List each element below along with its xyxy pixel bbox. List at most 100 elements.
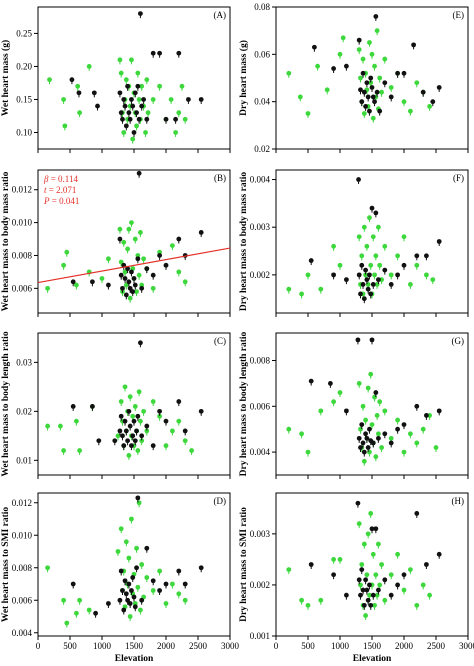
- black-point: [163, 581, 169, 589]
- point-marker: [436, 551, 442, 557]
- point-marker: [132, 282, 138, 288]
- black-point: [368, 291, 374, 299]
- point-marker: [182, 116, 188, 122]
- point-marker: [117, 597, 123, 603]
- point-marker: [176, 50, 182, 56]
- point-marker: [118, 399, 124, 404]
- black-point: [93, 610, 98, 618]
- green-point: [408, 108, 413, 116]
- point-marker: [382, 577, 388, 583]
- green-point: [286, 70, 292, 78]
- black-point: [163, 116, 169, 124]
- point-marker: [122, 418, 128, 424]
- point-marker: [182, 279, 188, 285]
- point-marker: [139, 597, 145, 603]
- black-point: [367, 108, 372, 116]
- x-tick-label: 500: [63, 641, 77, 651]
- point-marker: [198, 230, 204, 235]
- point-marker: [118, 110, 124, 116]
- black-point: [144, 266, 150, 274]
- point-marker: [122, 103, 128, 109]
- point-marker: [364, 80, 370, 86]
- black-point: [363, 577, 368, 585]
- green-point: [379, 562, 384, 569]
- point-marker: [308, 258, 314, 263]
- black-point: [344, 277, 349, 285]
- point-marker: [61, 97, 66, 102]
- green-point: [356, 380, 362, 388]
- black-point: [182, 428, 188, 436]
- y-axis-label: Dry heart mass (g): [238, 40, 249, 116]
- black-point: [139, 433, 145, 441]
- point-marker: [382, 56, 388, 62]
- green-point: [424, 272, 429, 280]
- black-point: [130, 433, 136, 441]
- point-marker: [163, 601, 169, 606]
- green-point: [179, 83, 185, 91]
- point-marker: [136, 170, 142, 176]
- green-point: [376, 224, 381, 232]
- y-tick-label: 0.20: [16, 61, 32, 71]
- green-point: [129, 220, 134, 228]
- black-point: [131, 594, 137, 602]
- black-point: [414, 253, 420, 261]
- green-point: [125, 246, 130, 254]
- black-point: [122, 578, 128, 586]
- green-point: [414, 602, 420, 610]
- point-marker: [395, 582, 400, 588]
- green-point: [382, 408, 388, 416]
- black-point: [358, 592, 363, 600]
- black-point: [368, 75, 374, 83]
- green-point: [361, 541, 367, 549]
- black-point: [120, 285, 125, 293]
- black-point: [136, 116, 142, 124]
- point-marker: [106, 601, 111, 606]
- point-marker: [135, 495, 141, 501]
- point-marker: [127, 423, 133, 429]
- black-point: [123, 591, 129, 599]
- panel-a: 0.10 0.15 0.20 0.25 (A) Wet heart mass (g): [0, 6, 231, 153]
- point-marker: [135, 83, 141, 89]
- green-point: [135, 70, 141, 78]
- black-point: [163, 262, 169, 270]
- green-point: [361, 458, 367, 466]
- green-point: [138, 230, 143, 237]
- y-axis-label: Dry heart mass to body mass ratio: [239, 172, 249, 312]
- point-marker: [430, 99, 436, 105]
- point-marker: [173, 130, 179, 135]
- point-marker: [356, 435, 362, 441]
- point-marker: [359, 567, 365, 573]
- black-point: [365, 286, 371, 294]
- black-point: [401, 262, 407, 270]
- point-marker: [388, 435, 394, 441]
- point-marker: [408, 431, 413, 437]
- green-point: [369, 51, 375, 59]
- panel-e: 0.02 0.04 0.06 0.08 (E) Dry heart mass (g): [238, 2, 469, 154]
- point-marker: [414, 253, 420, 259]
- black-point: [373, 14, 379, 21]
- green-point: [382, 56, 388, 64]
- point-marker: [138, 11, 143, 17]
- point-marker: [369, 51, 375, 57]
- point-marker: [176, 269, 182, 275]
- point-marker: [129, 97, 134, 102]
- point-marker: [130, 103, 136, 109]
- point-marker: [286, 70, 292, 76]
- green-point: [368, 371, 374, 379]
- green-point: [286, 567, 292, 575]
- y-tick-label: 0.25: [16, 28, 32, 38]
- green-point: [189, 448, 195, 456]
- black-point: [132, 90, 138, 98]
- point-marker: [356, 234, 362, 240]
- black-point: [436, 408, 442, 416]
- point-marker: [388, 85, 394, 90]
- black-point: [373, 526, 379, 534]
- point-marker: [182, 428, 188, 434]
- point-marker: [163, 443, 169, 449]
- point-marker: [126, 408, 132, 414]
- black-point: [125, 597, 130, 605]
- green-point: [358, 75, 363, 83]
- point-marker: [420, 89, 426, 95]
- point-marker: [117, 428, 123, 434]
- point-marker: [376, 431, 381, 437]
